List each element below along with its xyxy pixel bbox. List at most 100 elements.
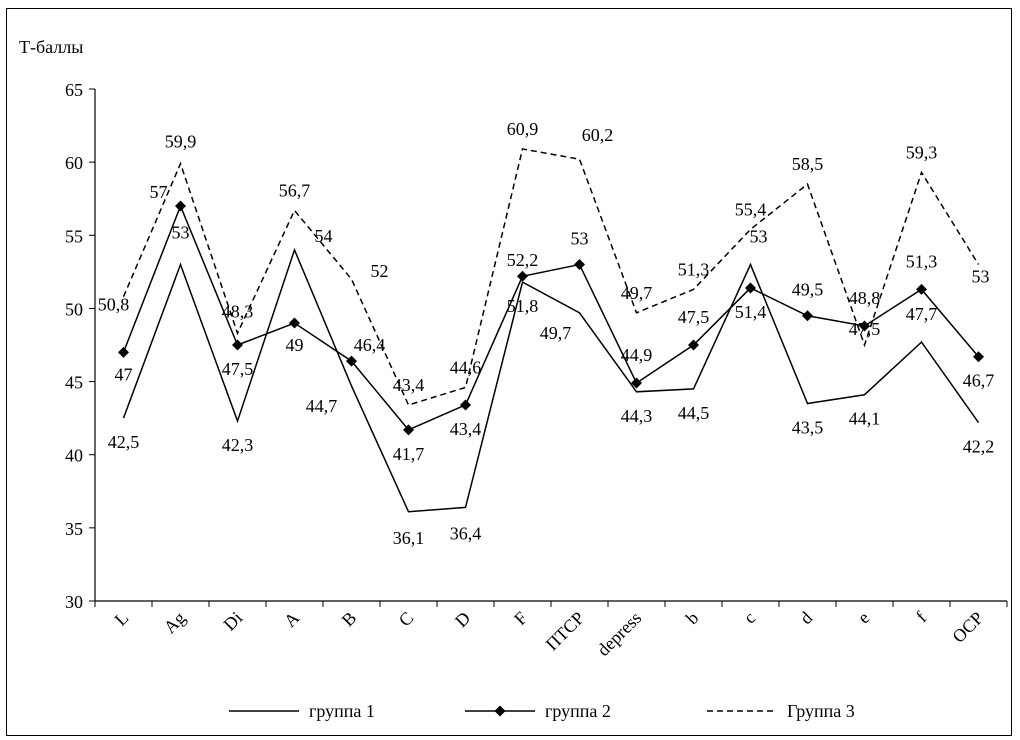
data-label: 49 xyxy=(286,335,304,355)
data-label: 53 xyxy=(571,229,589,249)
x-tick-label: c xyxy=(740,608,760,628)
x-tick-label: L xyxy=(110,608,132,630)
series-line-1 xyxy=(122,247,980,513)
x-tick-label: C xyxy=(395,608,418,631)
data-label: 53 xyxy=(172,223,190,243)
data-label: 48,8 xyxy=(849,288,881,308)
y-tick-label: 60 xyxy=(65,153,83,173)
legend-label-3: Группа 3 xyxy=(787,701,855,721)
series-2-point xyxy=(460,399,471,411)
data-label: 42,2 xyxy=(963,437,995,457)
data-label: 47 xyxy=(115,364,133,384)
x-tick-label: ПТСР xyxy=(542,608,589,655)
data-label: 52 xyxy=(371,261,389,281)
series-2-point xyxy=(631,377,642,389)
data-label: 54 xyxy=(315,226,333,246)
x-tick-label: Ag xyxy=(160,608,190,638)
data-label: 42,5 xyxy=(108,432,140,452)
data-label: 58,5 xyxy=(792,154,824,174)
y-tick-label: 65 xyxy=(65,80,83,100)
legend-label-1: группа 1 xyxy=(309,701,375,721)
data-label: 51,8 xyxy=(507,296,539,316)
axes: 30 35 40 45 50 55 60 65 L Ag Di A B C D F ПТСР depress b c d… xyxy=(65,80,1008,660)
x-tick-label: D xyxy=(451,608,474,631)
series-2-point xyxy=(232,339,243,351)
data-label: 44,6 xyxy=(450,357,482,377)
y-tick-label: 50 xyxy=(65,299,83,319)
x-tick-label: Di xyxy=(219,608,246,635)
data-label: 52,2 xyxy=(507,250,539,270)
data-label: 41,7 xyxy=(393,444,425,464)
y-tick-label: 30 xyxy=(65,592,83,612)
data-label: 44,7 xyxy=(306,396,338,416)
x-tick-label: d xyxy=(796,608,817,629)
data-label: 56,7 xyxy=(279,180,311,200)
chart-frame: Т-баллы 30 35 40 45 50 55 60 65 L Ag Di A B C D F ПТСР de… xyxy=(6,8,1012,736)
y-tick-label: 55 xyxy=(65,226,83,246)
data-label: 44,9 xyxy=(621,345,653,365)
series-2-point xyxy=(973,351,984,363)
series-line-2 xyxy=(122,204,980,431)
y-tick-label: 45 xyxy=(65,373,83,393)
series-2-point xyxy=(403,424,414,436)
data-label: 53 xyxy=(750,227,768,247)
data-label: 49,7 xyxy=(621,283,653,303)
data-label: 47,7 xyxy=(906,304,938,324)
data-label: 59,3 xyxy=(906,142,938,162)
x-tick-label: A xyxy=(280,608,303,631)
data-label: 47,5 xyxy=(678,307,710,327)
series-2-point xyxy=(175,200,186,212)
y-tick-label: 35 xyxy=(65,519,83,539)
data-label: 51,4 xyxy=(735,302,767,322)
legend: группа 1 группа 2 Группа 3 xyxy=(229,701,855,721)
data-label: 47,5 xyxy=(222,359,254,379)
data-label: 42,3 xyxy=(222,435,254,455)
legend-label-2: группа 2 xyxy=(545,701,611,721)
series-2-point xyxy=(688,339,699,351)
series-2-point xyxy=(346,355,357,367)
series-2-point xyxy=(517,270,528,282)
data-label: 50,8 xyxy=(98,295,130,315)
data-label: 44,3 xyxy=(621,406,653,426)
series-2-point xyxy=(745,282,756,294)
data-label: 47,5 xyxy=(849,319,881,339)
data-label: 43,5 xyxy=(792,418,824,438)
data-label: 44,5 xyxy=(678,403,710,423)
data-label: 60,2 xyxy=(582,125,614,145)
series-2-point xyxy=(916,283,927,295)
x-tick-label: e xyxy=(854,608,874,628)
x-tick-label: F xyxy=(510,608,531,629)
data-label: 49,5 xyxy=(792,280,824,300)
series-layer xyxy=(118,148,984,513)
data-label: 36,4 xyxy=(450,523,482,543)
data-label: 43,4 xyxy=(450,419,482,439)
data-label: 59,9 xyxy=(165,132,197,152)
series-2-point xyxy=(289,317,300,329)
data-label: 55,4 xyxy=(735,199,767,219)
data-label: 46,4 xyxy=(354,335,386,355)
data-label: 49,7 xyxy=(540,323,572,343)
data-label: 36,1 xyxy=(393,528,425,548)
data-label: 51,3 xyxy=(906,251,938,271)
data-label: 60,9 xyxy=(507,119,539,139)
data-label: 48,3 xyxy=(222,301,254,321)
series-2-point xyxy=(118,346,129,358)
legend-marker xyxy=(494,705,506,717)
x-tick-label: b xyxy=(682,608,703,629)
series-2-point xyxy=(574,259,585,271)
x-tick-label: ОСР xyxy=(948,608,987,647)
data-label: 53 xyxy=(972,267,990,287)
x-tick-label: f xyxy=(912,608,930,626)
data-label: 51,3 xyxy=(678,259,710,279)
series-2-point xyxy=(802,310,813,322)
series-line-3 xyxy=(122,148,980,406)
y-axis-title: Т-баллы xyxy=(19,37,83,57)
x-tick-label: B xyxy=(338,608,361,631)
data-label: 46,7 xyxy=(963,371,995,391)
data-label: 43,4 xyxy=(393,375,425,395)
data-label: 44,1 xyxy=(849,409,881,429)
series-2-point xyxy=(859,320,870,332)
x-tick-label: depress xyxy=(593,608,645,660)
